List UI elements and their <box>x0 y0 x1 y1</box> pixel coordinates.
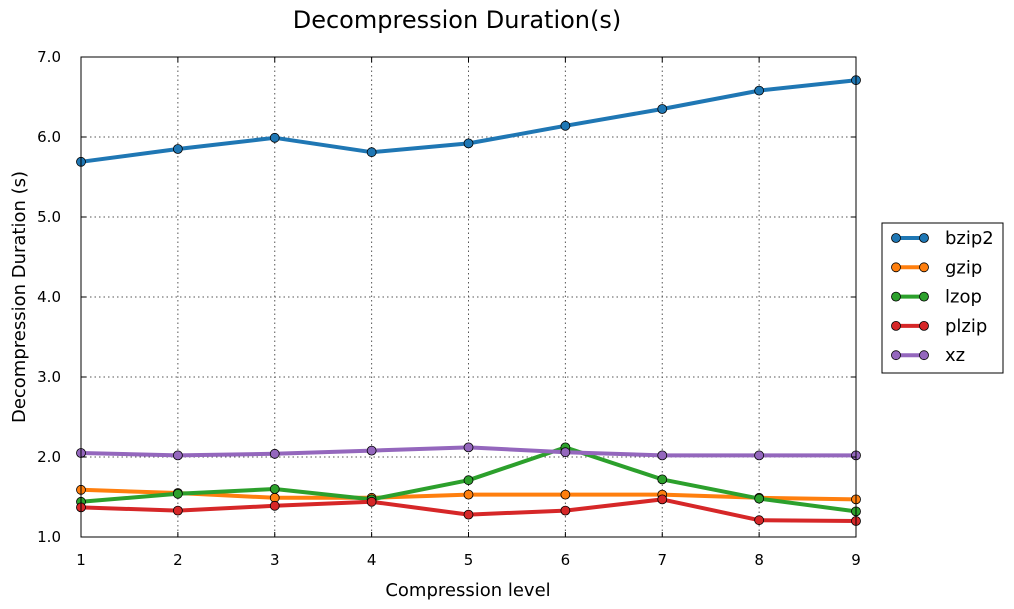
series-layer <box>76 75 861 526</box>
series-bzip2 <box>76 75 861 167</box>
data-point-xz <box>657 450 668 461</box>
data-point-bzip2 <box>366 147 377 158</box>
series-xz <box>76 442 861 461</box>
legend-marker <box>891 233 901 243</box>
y-tick-label: 2.0 <box>37 448 61 466</box>
data-point-plzip <box>269 500 280 511</box>
data-point-lzop <box>463 475 474 486</box>
y-axis-label: Decompression Duration (s) <box>9 171 30 423</box>
legend-marker <box>891 350 901 361</box>
legend-item-lzop: lzop <box>891 287 982 308</box>
x-tick-label: 7 <box>657 551 667 569</box>
data-point-bzip2 <box>269 132 280 143</box>
x-tick-label: 3 <box>270 551 280 569</box>
data-point-xz <box>560 447 571 458</box>
x-tick-label: 6 <box>561 551 571 569</box>
legend-marker <box>919 262 929 273</box>
chart-title: Decompression Duration(s) <box>293 6 622 34</box>
x-axis-label: Compression level <box>385 580 550 601</box>
legend-label-bzip2: bzip2 <box>945 228 994 249</box>
data-point-lzop <box>657 474 668 485</box>
y-axis: 1.0 2.0 3.0 4.0 5.0 6.0 7.0 <box>37 48 856 546</box>
x-tick-label: 4 <box>367 551 377 569</box>
data-point-xz <box>269 448 280 459</box>
legend-label-lzop: lzop <box>945 287 982 308</box>
x-tick-label: 8 <box>754 551 764 569</box>
data-point-lzop <box>172 488 183 499</box>
legend-marker <box>919 233 929 243</box>
legend-item-gzip: gzip <box>891 257 982 278</box>
legend-item-plzip: plzip <box>891 316 987 337</box>
data-point-plzip <box>172 505 183 516</box>
data-point-xz <box>366 445 377 456</box>
legend-box <box>881 222 1004 374</box>
data-point-bzip2 <box>172 144 183 154</box>
legend-marker <box>919 291 929 302</box>
legend: bzip2 gzip lzop plzip xz <box>881 222 1004 374</box>
data-point-plzip <box>754 515 765 526</box>
y-tick-label: 7.0 <box>37 48 61 66</box>
legend-marker <box>919 320 929 331</box>
legend-marker <box>891 320 901 331</box>
x-tick-label: 9 <box>851 551 861 569</box>
data-point-lzop <box>754 493 765 504</box>
legend-label-gzip: gzip <box>945 257 982 278</box>
y-tick-label: 3.0 <box>37 368 61 386</box>
legend-marker <box>891 262 901 273</box>
data-point-bzip2 <box>754 85 765 96</box>
series-plzip <box>76 494 861 526</box>
data-point-xz <box>463 442 474 453</box>
data-point-plzip <box>463 509 474 520</box>
x-tick-label: 1 <box>76 551 86 569</box>
data-point-bzip2 <box>463 138 474 149</box>
x-axis: 1 2 3 4 5 6 7 8 9 <box>76 57 861 569</box>
legend-item-bzip2: bzip2 <box>891 228 994 249</box>
data-point-bzip2 <box>657 104 668 114</box>
legend-label-plzip: plzip <box>945 316 987 337</box>
data-point-xz <box>754 450 765 461</box>
data-point-xz <box>172 450 183 461</box>
x-tick-label: 5 <box>464 551 474 569</box>
legend-label-xz: xz <box>945 345 965 366</box>
x-tick-label: 2 <box>173 551 183 569</box>
data-point-plzip <box>560 505 571 516</box>
data-point-plzip <box>657 494 668 505</box>
data-point-gzip <box>560 489 571 500</box>
grid <box>80 56 857 538</box>
y-tick-label: 1.0 <box>37 528 61 546</box>
data-point-plzip <box>366 496 377 507</box>
data-point-bzip2 <box>560 120 571 131</box>
legend-marker <box>919 350 929 361</box>
data-point-lzop <box>269 484 280 494</box>
legend-marker <box>891 291 901 302</box>
y-tick-label: 5.0 <box>37 208 61 226</box>
y-tick-label: 6.0 <box>37 128 61 146</box>
y-tick-label: 4.0 <box>37 288 61 306</box>
data-point-gzip <box>463 489 474 500</box>
legend-item-xz: xz <box>891 345 965 366</box>
